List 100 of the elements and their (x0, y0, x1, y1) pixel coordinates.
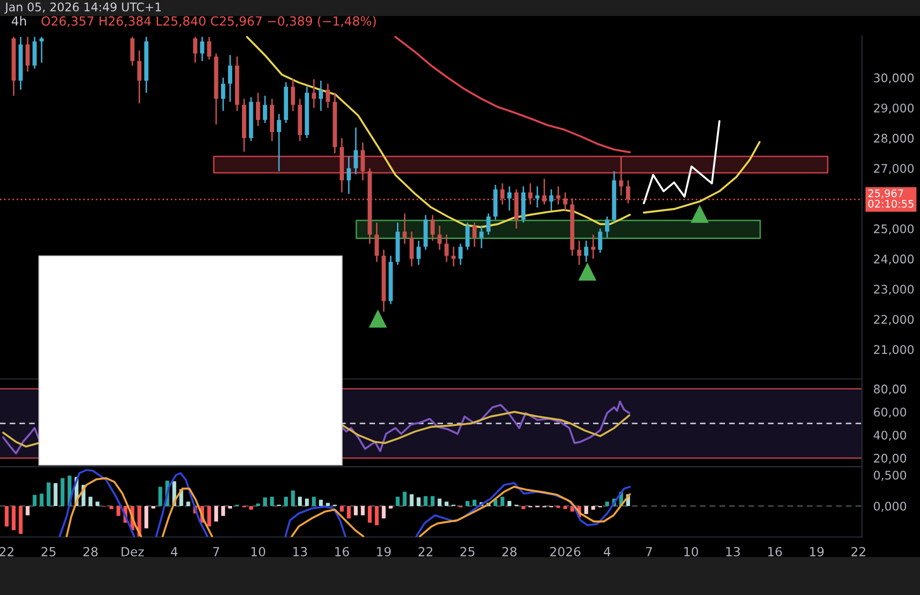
candlestick (228, 54, 232, 103)
bar (158, 486, 162, 506)
bar (26, 506, 30, 516)
candlestick (479, 224, 484, 249)
bar (298, 496, 302, 506)
bar (346, 506, 351, 518)
x-tick-label: Dez (122, 547, 144, 556)
bar (207, 506, 212, 526)
line-series (642, 120, 720, 204)
bar (368, 506, 372, 523)
candlestick (626, 180, 630, 204)
line-series (642, 141, 761, 214)
candlestick (563, 192, 568, 212)
bar (18, 506, 23, 534)
x-tick-label: 10 (251, 546, 266, 556)
bar (110, 506, 114, 510)
y-tick-label: 80,00 (874, 384, 906, 395)
y-tick-label: 24,000 (874, 254, 914, 265)
bar (305, 498, 309, 506)
candlestick (500, 182, 505, 206)
x-tick-label: 22 (851, 546, 866, 556)
x-tick-label: 25 (42, 546, 56, 556)
candlestick (207, 36, 212, 60)
candlestick (528, 182, 532, 206)
bar (4, 506, 9, 526)
x-tick-label: 22 (418, 546, 432, 556)
candlestick (40, 36, 44, 64)
candlestick (416, 240, 421, 266)
bar (249, 506, 253, 510)
bar (472, 500, 476, 506)
x-tick-label: 22 (0, 546, 14, 556)
x-tick-label: 16 (335, 546, 349, 556)
candlestick (318, 80, 323, 112)
bar (396, 496, 400, 506)
candlestick (200, 36, 204, 62)
bar (186, 502, 190, 506)
candlestick (221, 76, 226, 112)
y-tick-label: 21,000 (874, 345, 914, 356)
bar (382, 506, 386, 518)
bar (263, 497, 267, 506)
x-tick-label: 13 (293, 546, 307, 556)
candlestick (354, 126, 358, 175)
y-tick-label: 60,00 (874, 408, 906, 418)
candlestick (486, 212, 491, 236)
bar (54, 483, 58, 506)
candlestick (326, 83, 330, 109)
bar (88, 496, 92, 506)
x-tick-label: 13 (726, 546, 740, 556)
candlestick (137, 50, 142, 104)
candlestick (26, 36, 30, 72)
x-tick-label: 2026 (550, 546, 580, 556)
x-tick-label: 25 (460, 546, 474, 556)
candlestick (598, 228, 602, 254)
bar (354, 506, 358, 516)
y-tick-label: 27,000 (874, 164, 914, 174)
point (368, 310, 387, 328)
y-tick-label: 30,000 (874, 73, 914, 84)
candlestick (360, 142, 365, 182)
bar (500, 496, 504, 506)
bar (256, 504, 260, 506)
bar (444, 502, 448, 506)
candlestick (619, 155, 624, 196)
bar (438, 498, 442, 506)
candlestick (444, 234, 449, 263)
candlestick (472, 222, 477, 248)
bar (96, 502, 100, 506)
candlestick (374, 222, 379, 263)
candlestick (262, 95, 268, 124)
candlestick (437, 224, 442, 250)
x-tick-label: 4 (170, 547, 178, 556)
x-tick-label: 28 (83, 546, 98, 556)
bar (326, 502, 330, 506)
bar (312, 496, 316, 506)
candlestick (193, 36, 198, 64)
bar (60, 478, 64, 506)
candlestick (430, 214, 435, 242)
y-tick-label: 0,500 (874, 470, 906, 481)
x-tick-label: 4 (604, 547, 610, 556)
bar (40, 494, 44, 506)
bar (340, 506, 344, 512)
y-tick-label: 20,00 (874, 454, 906, 464)
bar (291, 490, 295, 506)
text: Jan 05, 2026 14:49 UTC+1 (4, 2, 161, 14)
point (578, 262, 596, 281)
bar (270, 496, 274, 506)
bar (214, 506, 218, 522)
bar (584, 506, 588, 514)
bar (32, 494, 37, 506)
candlestick (591, 234, 596, 260)
bar (430, 496, 435, 506)
y-tick-label: 0,000 (874, 502, 906, 512)
bar (424, 496, 428, 506)
candlestick (410, 230, 414, 268)
bar (46, 482, 51, 506)
bar (416, 497, 421, 506)
y-tick-label: 22,000 (874, 314, 914, 326)
y-tick-label: 25,000 (874, 224, 914, 234)
bar (318, 500, 323, 506)
candlestick (556, 186, 560, 206)
candlestick (402, 212, 407, 244)
